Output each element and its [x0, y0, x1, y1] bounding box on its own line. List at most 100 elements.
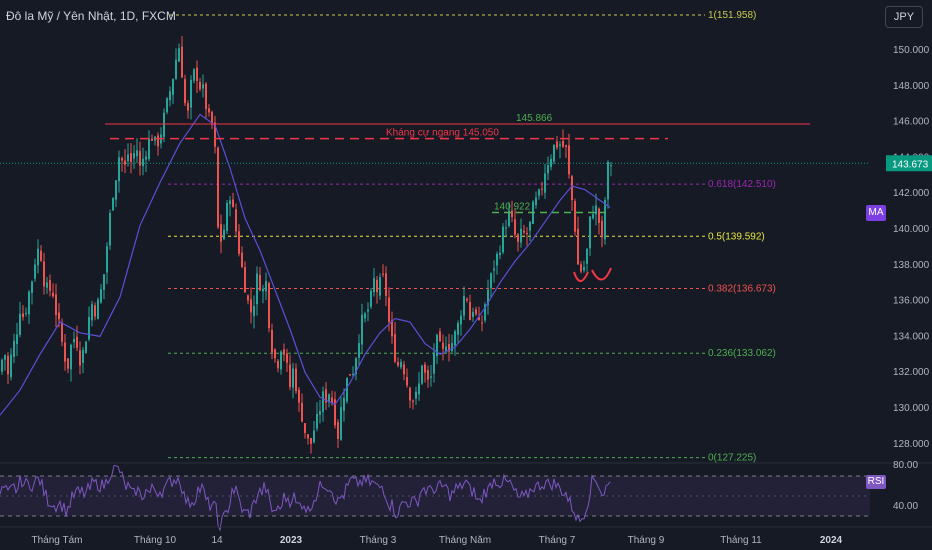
candle-body [157, 135, 159, 147]
candle-body [535, 197, 537, 206]
candle-body [238, 231, 240, 254]
double-bottom-arc [591, 267, 612, 281]
candle-body [229, 200, 231, 205]
candle-body [247, 295, 249, 301]
candle-body [388, 297, 390, 322]
candle-body [202, 84, 204, 89]
candle-body [97, 299, 99, 320]
candle-body [292, 368, 294, 388]
candle-body [169, 91, 171, 101]
candle-body [193, 69, 195, 81]
candle-body [403, 364, 405, 375]
candle-body [394, 334, 396, 362]
y-tick-label: 150.000 [893, 45, 930, 56]
candle-body [175, 59, 177, 79]
neckline-label: 140.922 [494, 201, 531, 212]
y-tick-label: 138.000 [893, 260, 930, 271]
candle-body [49, 280, 51, 291]
candle-body [442, 342, 444, 349]
candle-body [559, 144, 561, 147]
candle-body [496, 253, 498, 266]
rsi-badge[interactable]: RSI [866, 475, 886, 489]
candle-body [301, 402, 303, 422]
candle-body [583, 266, 585, 271]
candle-body [85, 341, 87, 354]
candle-body [241, 252, 243, 267]
candle-body [220, 224, 222, 242]
x-tick-label: Tháng 11 [720, 535, 762, 546]
candle-body [82, 349, 84, 363]
candle-body [163, 112, 165, 137]
candle-body [322, 391, 324, 412]
candle-body [316, 413, 318, 429]
candle-body [211, 111, 213, 125]
candle-body [439, 331, 441, 342]
candle-body [553, 144, 555, 162]
rsi-tick-label: 40.00 [893, 501, 918, 512]
candle-body [370, 290, 372, 307]
candle-body [40, 250, 42, 261]
candle-body [271, 329, 273, 353]
candle-body [88, 317, 90, 340]
x-tick-label: 14 [211, 535, 223, 546]
candle-body [538, 189, 540, 196]
candle-body [319, 411, 321, 415]
candle-body [547, 165, 549, 174]
candle-body [343, 397, 345, 411]
candle-body [112, 198, 114, 211]
candle-body [52, 292, 54, 297]
y-tick-label: 148.000 [893, 81, 930, 92]
candle-body [103, 274, 105, 290]
price-axis[interactable]: 150.000148.000146.000144.000142.000140.0… [886, 45, 932, 512]
candle-body [544, 173, 546, 193]
rsi-pane [0, 462, 932, 532]
candle-body [463, 296, 465, 316]
currency-button[interactable]: JPY [885, 6, 923, 28]
fib-level-label: 0.618(142.510) [708, 179, 776, 190]
candle-body [313, 430, 315, 443]
candle-body [325, 389, 327, 403]
candle-body [223, 229, 225, 240]
candle-body [364, 313, 366, 319]
candle-body [235, 209, 237, 232]
candle-body [493, 268, 495, 271]
candle-body [55, 294, 57, 316]
x-tick-label: 2024 [820, 535, 843, 546]
candle-body [22, 313, 24, 318]
candle-body [526, 233, 528, 235]
candle-body [565, 145, 567, 147]
fib-level-label: 0.5(139.592) [708, 231, 765, 242]
candle-body [529, 221, 531, 231]
candle-body [265, 281, 267, 292]
candle-body [58, 312, 60, 320]
candle-body [586, 249, 588, 264]
candle-body [460, 315, 462, 325]
candle-body [142, 158, 144, 167]
candle-body [595, 205, 597, 215]
candle-body [79, 350, 81, 366]
ma-badge[interactable]: MA [866, 205, 886, 221]
candle-body [184, 79, 186, 104]
candle-body [67, 358, 69, 369]
resistance-label: Kháng cự ngang 145.050 [386, 128, 499, 139]
candle-body [61, 322, 63, 342]
candle-body [196, 67, 198, 81]
symbol-title: Đô la Mỹ / Yên Nhật, 1D, FXCM [6, 9, 176, 23]
time-axis[interactable]: Tháng Tám Tháng 10 14 2023 Tháng 3 Tháng Năm T… [0, 526, 932, 546]
candle-body [511, 210, 513, 217]
candle-body [205, 83, 207, 110]
candle-body [610, 165, 612, 167]
candle-body [397, 362, 399, 366]
candle-body [115, 180, 117, 200]
candle-body [409, 387, 411, 401]
candle-body [391, 320, 393, 337]
candle-body [568, 145, 570, 175]
candle-body [208, 108, 210, 113]
y-tick-label: 128.000 [893, 439, 930, 450]
fib-level-label: 0.382(136.673) [708, 284, 776, 295]
candle-body [307, 434, 309, 439]
fib-level-label: 0.236(133.062) [708, 348, 776, 359]
candle-body [178, 48, 180, 62]
candle-body [70, 344, 72, 370]
